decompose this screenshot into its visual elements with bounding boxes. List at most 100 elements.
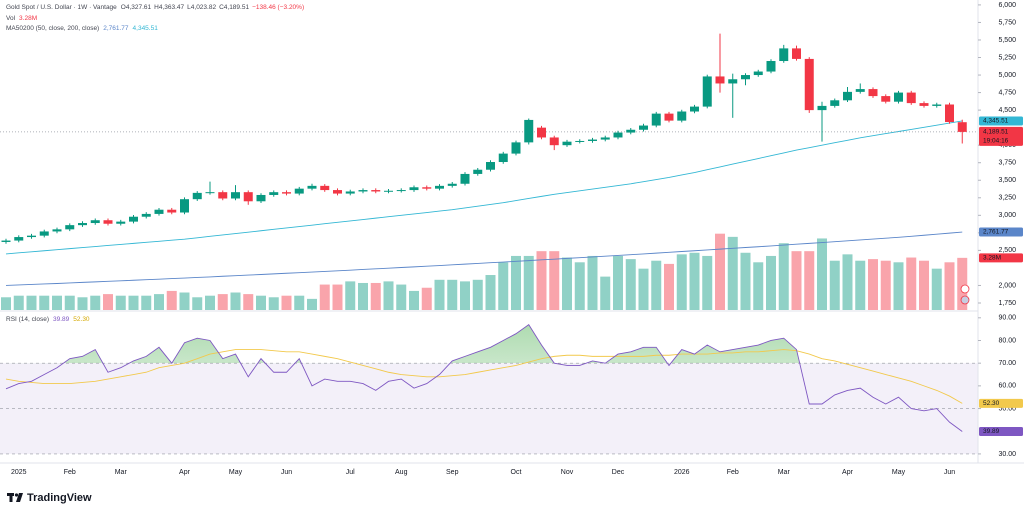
volume-bar [842, 254, 853, 310]
volume-bar [90, 295, 101, 310]
candle-body [702, 76, 712, 107]
volume-bar [689, 252, 700, 310]
candle-body [218, 192, 228, 199]
candle-body [422, 187, 432, 189]
candle-body [524, 119, 534, 143]
ma-badge: 2,761.77 [983, 229, 1009, 236]
candle-body [65, 225, 75, 230]
candle-body [396, 190, 406, 192]
volume-bar [460, 281, 470, 310]
open-text: O4,327.61 [121, 4, 152, 11]
overbought-fill [6, 324, 963, 364]
y-tick-label: 50.00 [998, 405, 1016, 412]
y-tick-label: 1,750 [998, 300, 1016, 307]
candle-body [588, 139, 597, 141]
candle-body [537, 127, 546, 138]
rsi-value: 39.89 [53, 316, 70, 323]
legend-row: MA50200 (50, close, 200, close) 2,761.77 4… [6, 25, 158, 32]
volume-bar [766, 255, 776, 310]
y-tick-label: 3,500 [998, 177, 1016, 184]
candle-body [741, 75, 750, 80]
x-tick-label: Mar [115, 469, 128, 476]
volume-bar [562, 257, 572, 310]
volume-bar [154, 294, 164, 310]
ma-slow-value: 2,761.77 [103, 25, 129, 32]
volume-bar [791, 251, 802, 310]
logo: TradingView [7, 492, 92, 504]
legend-row: RSI (14, close) 39.89 52.30 [6, 316, 90, 323]
candle-body [307, 185, 317, 189]
volume-bar [868, 259, 878, 310]
volume-bar [192, 297, 203, 310]
x-tick-label: 2025 [11, 469, 27, 476]
candle-body [409, 187, 419, 191]
volume-bar [205, 295, 215, 310]
volume-bar [179, 292, 190, 310]
x-tick-label: 2026 [674, 469, 690, 476]
y-tick-label: 6,000 [998, 2, 1016, 9]
high-text: H4,363.47 [154, 4, 184, 11]
x-tick-label: May [892, 469, 906, 476]
candle-body [779, 48, 789, 62]
volume-bar [829, 260, 840, 310]
candle-body [205, 192, 215, 194]
candle-body [677, 111, 687, 121]
volume-bar [931, 268, 942, 310]
x-tick-label: Jun [944, 469, 955, 476]
x-tick-label: Oct [511, 469, 522, 476]
candle-body [154, 209, 164, 214]
volume-bar [281, 295, 292, 310]
volume-bar [358, 282, 368, 310]
volume-bar [230, 292, 241, 310]
candle-body [549, 137, 559, 146]
y-tick-label: 3,000 [998, 212, 1016, 219]
candle-body [562, 141, 572, 146]
x-tick-label: Jul [346, 469, 355, 476]
volume-bar [1, 297, 11, 310]
y-tick-label: 30.00 [998, 451, 1016, 458]
x-tick-label: Nov [561, 469, 574, 476]
volume-bar [64, 295, 75, 310]
x-tick-label: Apr [842, 469, 854, 476]
candle-body [269, 192, 279, 195]
candle-body [715, 76, 725, 84]
volume-bar [307, 298, 317, 310]
candle-body [906, 92, 916, 104]
y-tick-label: 4,500 [998, 107, 1016, 114]
y-tick-label: 90.00 [998, 315, 1016, 322]
volume-bar [817, 238, 827, 310]
candle-body [27, 235, 36, 238]
axis-layer: 1,7502,0002,5002,7503,0003,2503,5003,750… [11, 2, 1023, 476]
volume-bar [217, 294, 228, 310]
x-tick-label: May [229, 469, 243, 476]
x-tick-label: Apr [179, 469, 191, 476]
volume-bar [52, 295, 62, 310]
volume-bar [447, 279, 458, 310]
x-tick-label: Mar [778, 469, 791, 476]
candle-body [639, 125, 648, 130]
candle-body [728, 79, 738, 84]
candle-body [600, 137, 610, 140]
change-text: −138.46 (−3.20%) [252, 4, 304, 11]
candle-body [435, 185, 444, 189]
ma-fast-value: 4,345.51 [133, 25, 159, 32]
candle-body [626, 129, 636, 133]
volume-bar [664, 263, 674, 310]
logo-icon [9, 493, 13, 502]
candle-body [384, 190, 393, 192]
rsi-ma-badge-bg [979, 398, 1023, 408]
candle-body [575, 140, 585, 142]
volume-name: Vol [6, 15, 16, 22]
candle-body [766, 61, 776, 72]
candle-body [78, 223, 87, 226]
brand: TradingView [27, 492, 92, 504]
volume-bar [319, 284, 330, 310]
candle-body [282, 192, 291, 194]
volume-bar [243, 294, 254, 310]
volume-bar [141, 295, 152, 310]
x-tick-label: Feb [64, 469, 76, 476]
candle-body [447, 183, 457, 186]
ma-badge-bg [979, 227, 1023, 237]
x-tick-label: Jun [281, 469, 292, 476]
volume-bar [77, 297, 88, 310]
